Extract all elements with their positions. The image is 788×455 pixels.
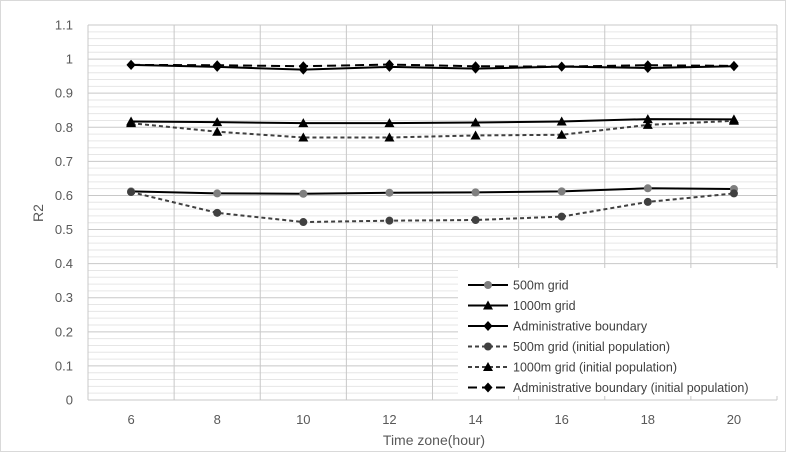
data-point (470, 117, 481, 127)
legend-item: 1000m grid (468, 299, 576, 313)
y-axis-title: R2 (30, 204, 46, 222)
legend-item: Administrative boundary (initial populat… (468, 381, 749, 395)
x-tick-label: 8 (214, 412, 221, 427)
series-line (130, 191, 735, 224)
data-point (385, 188, 394, 197)
x-tick-label: 10 (296, 412, 310, 427)
data-point (384, 118, 395, 128)
data-point (643, 184, 652, 193)
legend-marker (483, 321, 493, 331)
y-tick-label: 0.8 (55, 120, 73, 135)
legend-item: Administrative boundary (468, 320, 648, 334)
x-tick-label: 18 (641, 412, 655, 427)
data-point (212, 60, 222, 71)
y-tick-label: 1 (66, 52, 73, 67)
legend: 500m grid 1000m grid Administrative bounda… (458, 268, 781, 396)
data-point (213, 189, 222, 198)
legend-item: 500m grid (initial population) (468, 340, 670, 354)
data-point (127, 188, 136, 197)
x-axis-title: Time zone(hour) (383, 432, 485, 448)
data-point (556, 116, 567, 126)
series-line (131, 118, 734, 125)
x-tick-label: 6 (127, 412, 134, 427)
y-tick-label: 0.3 (55, 290, 73, 305)
data-point (126, 59, 136, 70)
data-point (556, 129, 567, 139)
data-point (212, 117, 223, 127)
y-tick-label: 0.5 (55, 222, 73, 237)
data-point (557, 61, 567, 72)
x-tick-label: 12 (382, 412, 396, 427)
data-point (126, 118, 137, 128)
data-point (299, 189, 308, 198)
data-point (385, 216, 394, 225)
series-line (131, 63, 734, 68)
data-point (212, 126, 223, 136)
x-tick-label: 14 (468, 412, 482, 427)
data-point (384, 132, 395, 142)
data-point (471, 61, 481, 72)
legend-marker (483, 300, 493, 310)
y-tick-label: 0.2 (55, 324, 73, 339)
legend-marker (483, 362, 493, 371)
legend-marker (483, 382, 493, 393)
data-point (213, 208, 222, 217)
x-tick-label: 20 (727, 412, 741, 427)
legend-item: 500m grid (468, 279, 569, 293)
data-point (557, 212, 566, 221)
data-point (642, 119, 653, 129)
series-line (131, 187, 734, 195)
y-tick-label: 1.1 (55, 18, 73, 33)
axis-layer: 0 0.1 0.2 0.3 0.4 0.5 0.6 0.7 0.8 0.9 1 1.1 6 8 10 12 14… (55, 18, 741, 428)
legend-item: 1000m grid (initial population) (468, 361, 677, 375)
series-5 (126, 59, 739, 72)
data-point (299, 218, 308, 227)
data-point (728, 115, 739, 125)
data-point (729, 60, 739, 71)
data-point (643, 60, 653, 71)
y-tick-label: 0 (66, 393, 73, 408)
data-point (642, 114, 653, 124)
data-point (557, 187, 566, 196)
series-3 (127, 188, 738, 227)
series-line (130, 119, 734, 139)
legend-label: 1000m grid (513, 299, 576, 313)
data-point (729, 189, 738, 198)
y-tick-label: 0.4 (55, 256, 73, 271)
legend-marker (484, 281, 492, 289)
data-point (643, 197, 652, 206)
y-tick-label: 0.1 (55, 358, 73, 373)
legend-label: 1000m grid (initial population) (513, 361, 677, 375)
y-tick-label: 0.7 (55, 154, 73, 169)
legend-label: Administrative boundary (initial populat… (513, 381, 749, 395)
data-point (298, 61, 308, 72)
data-point (470, 130, 481, 140)
data-point (298, 118, 309, 128)
legend-label: 500m grid (513, 279, 569, 293)
data-point (471, 188, 480, 197)
legend-marker (484, 342, 492, 351)
series-line (131, 63, 734, 71)
legend-label: 500m grid (initial population) (513, 340, 670, 354)
y-tick-label: 0.9 (55, 86, 73, 101)
data-point (384, 59, 394, 70)
series-layer (126, 59, 739, 227)
y-tick-label: 0.6 (55, 188, 73, 203)
data-point (298, 132, 309, 142)
x-tick-label: 16 (554, 412, 568, 427)
legend-box (458, 268, 781, 396)
legend-label: Administrative boundary (513, 320, 648, 334)
series-4 (126, 115, 739, 142)
data-point (471, 216, 480, 224)
